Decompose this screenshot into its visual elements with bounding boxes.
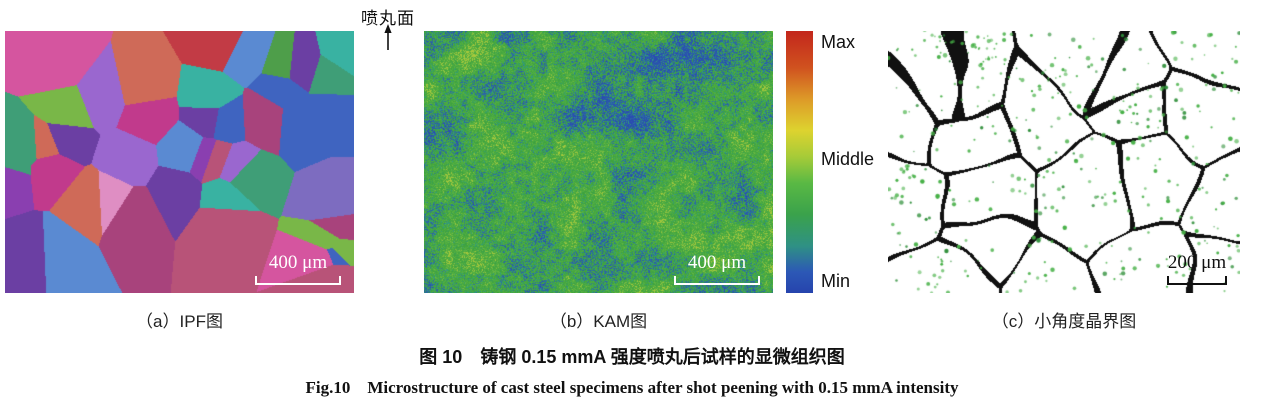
panel-b-caption: （b）KAM图 (549, 312, 648, 331)
scale-bar-c-label: 200 μm (1167, 252, 1227, 274)
panel-c-caption: （c）小角度晶界图 (991, 312, 1137, 331)
colorbar-gradient (786, 31, 813, 293)
ipf-map-image (5, 31, 354, 293)
lagb-map-image (888, 31, 1240, 293)
scale-bar-b-line (674, 276, 760, 285)
up-arrow-icon (384, 24, 392, 50)
caption-english: Fig.10 Microstructure of cast steel spec… (305, 378, 959, 397)
kam-map-image (424, 31, 773, 293)
lagb-panel: 200 μm (888, 31, 1240, 293)
scale-bar-b-label: 400 μm (687, 252, 747, 274)
panel-a-caption: （a）IPF图 (136, 312, 223, 331)
scale-bar-a: 400 μm (255, 253, 341, 285)
surface-label: 喷丸面 (361, 9, 415, 28)
scale-bar-a-line (255, 276, 341, 285)
colorbar-min-label: Min (821, 271, 851, 291)
kam-panel: 400 μm (424, 31, 773, 293)
scale-bar-b: 400 μm (674, 253, 760, 285)
caption-chinese: 图 10 铸钢 0.15 mmA 强度喷丸后试样的显微组织图 (419, 347, 845, 367)
colorbar-max-label: Max (821, 32, 856, 52)
scale-bar-c: 200 μm (1167, 253, 1227, 285)
colorbar-middle-label: Middle (821, 149, 875, 169)
scale-bar-c-line (1167, 276, 1227, 285)
ipf-panel: 400 μm (5, 31, 354, 293)
scale-bar-a-label: 400 μm (268, 252, 328, 274)
